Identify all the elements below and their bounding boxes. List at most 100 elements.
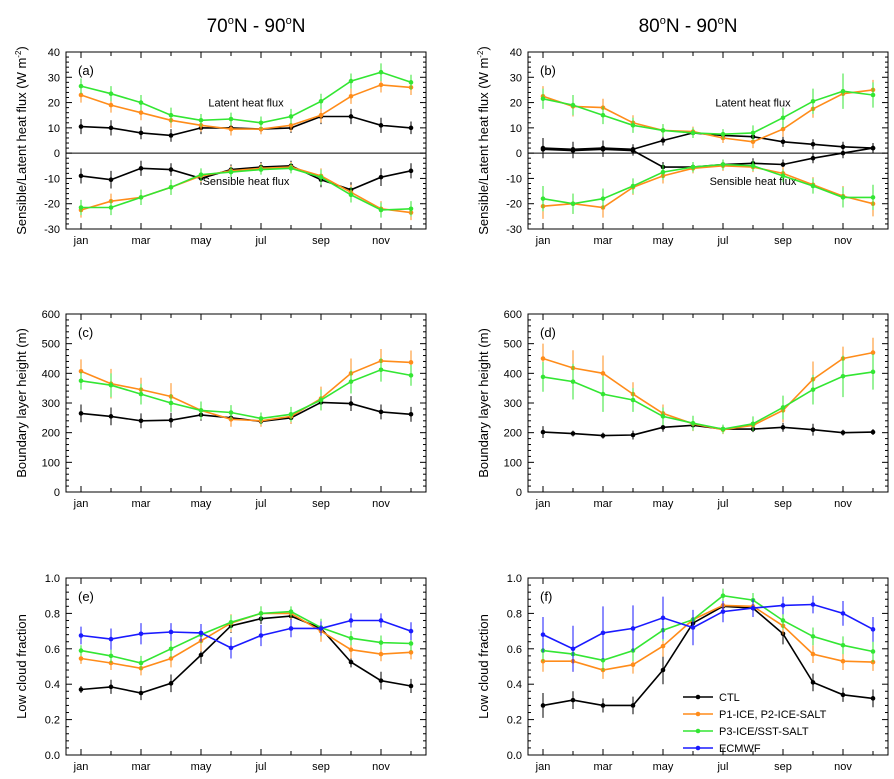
data-point bbox=[570, 431, 576, 436]
data-point bbox=[258, 120, 264, 126]
data-point bbox=[78, 378, 84, 384]
data-point bbox=[408, 411, 414, 417]
panel-label: (d) bbox=[540, 325, 556, 340]
data-point bbox=[408, 683, 414, 689]
y-tick-label: 200 bbox=[42, 428, 60, 440]
panel-label: (c) bbox=[78, 325, 93, 340]
axes-frame bbox=[527, 577, 889, 756]
y-axis-label: Boundary layer height (m) bbox=[14, 328, 29, 478]
x-tick-label: sep bbox=[312, 761, 330, 773]
data-point bbox=[840, 374, 846, 379]
y-tick-label: 0 bbox=[54, 148, 60, 160]
data-point bbox=[108, 91, 114, 97]
data-point bbox=[570, 102, 576, 108]
y-tick-label: 400 bbox=[504, 368, 522, 380]
x-tick-label: mar bbox=[594, 498, 613, 510]
y-tick-label: -20 bbox=[506, 199, 522, 211]
data-point bbox=[540, 632, 546, 637]
data-point bbox=[870, 696, 876, 701]
data-point bbox=[138, 660, 144, 666]
data-point bbox=[228, 645, 234, 651]
data-point bbox=[318, 112, 324, 118]
data-point bbox=[378, 640, 384, 645]
panel-b: -30 -20 -10 0 10 20 30 40 jan mar may jul sep nov Sens… bbox=[476, 46, 889, 247]
series-p3-ice-sst-salt bbox=[540, 73, 876, 141]
series-line bbox=[80, 401, 412, 423]
data-point bbox=[840, 658, 846, 664]
data-point bbox=[78, 92, 84, 98]
series-line bbox=[542, 163, 873, 205]
data-point bbox=[810, 602, 816, 607]
data-point bbox=[660, 615, 666, 621]
series-p3-ice-sst-salt bbox=[78, 163, 414, 218]
data-point bbox=[408, 373, 414, 378]
data-point bbox=[630, 662, 636, 668]
x-tick-label: jan bbox=[73, 761, 89, 773]
data-point bbox=[348, 114, 354, 119]
data-point bbox=[78, 633, 84, 638]
data-point bbox=[138, 130, 144, 136]
data-point bbox=[168, 681, 174, 686]
series-line bbox=[80, 166, 412, 214]
data-point bbox=[168, 417, 174, 423]
data-point bbox=[750, 130, 756, 136]
data-point bbox=[108, 414, 114, 419]
data-point bbox=[78, 173, 84, 179]
data-point bbox=[780, 162, 786, 167]
y-tick-label: 300 bbox=[504, 398, 522, 410]
data-point bbox=[348, 78, 354, 84]
legend-entry: P1-ICE, P2-ICE-SALT bbox=[683, 709, 827, 721]
x-tick-label: may bbox=[653, 498, 674, 510]
data-point bbox=[780, 115, 786, 121]
data-point bbox=[108, 636, 114, 642]
data-point bbox=[630, 703, 636, 708]
data-point bbox=[870, 195, 876, 200]
data-point bbox=[108, 177, 114, 182]
data-point bbox=[840, 195, 846, 200]
data-point bbox=[408, 641, 414, 646]
data-point bbox=[810, 155, 816, 161]
data-point bbox=[810, 427, 816, 433]
data-point bbox=[840, 430, 846, 435]
legend-label: P3-ICE/SST-SALT bbox=[719, 726, 809, 738]
series-p1-ice-p2-ice-salt bbox=[540, 337, 876, 435]
data-point bbox=[228, 410, 234, 415]
data-point bbox=[810, 99, 816, 104]
data-point bbox=[258, 416, 264, 421]
legend-swatch-marker bbox=[695, 728, 701, 734]
data-point bbox=[870, 369, 876, 375]
data-point bbox=[810, 634, 816, 639]
series-line bbox=[542, 89, 874, 143]
data-point bbox=[138, 195, 144, 200]
y-tick-label: 300 bbox=[42, 398, 60, 410]
y-tick-label: 600 bbox=[504, 309, 522, 321]
y-axis-label: Low cloud fraction bbox=[476, 614, 491, 719]
x-tick-label: jul bbox=[254, 498, 266, 510]
x-tick-label: sep bbox=[312, 498, 330, 510]
y-tick-label: -30 bbox=[44, 224, 60, 236]
series-p3-ice-sst-salt bbox=[78, 63, 414, 130]
x-tick-label: nov bbox=[372, 498, 390, 510]
series-ctl bbox=[540, 127, 876, 159]
data-point bbox=[810, 141, 816, 147]
data-point bbox=[600, 433, 606, 438]
data-point bbox=[198, 172, 204, 177]
y-tick-label: -10 bbox=[44, 173, 60, 185]
panel-label: (f) bbox=[540, 589, 552, 604]
y-tick-label: -20 bbox=[44, 199, 60, 211]
data-point bbox=[540, 703, 546, 708]
panel-label: (b) bbox=[540, 63, 556, 78]
series-p3-ice-sst-salt bbox=[540, 588, 876, 671]
data-point bbox=[288, 166, 294, 171]
data-point bbox=[318, 174, 324, 180]
data-point bbox=[660, 667, 666, 673]
data-point bbox=[78, 687, 84, 692]
data-point bbox=[408, 650, 414, 655]
data-point bbox=[78, 205, 84, 210]
data-point bbox=[840, 150, 846, 156]
data-point bbox=[870, 350, 876, 355]
y-tick-label: 0.0 bbox=[507, 750, 522, 762]
x-tick-label: mar bbox=[132, 235, 151, 247]
data-point bbox=[630, 397, 636, 403]
series-ecmwf bbox=[78, 613, 414, 659]
